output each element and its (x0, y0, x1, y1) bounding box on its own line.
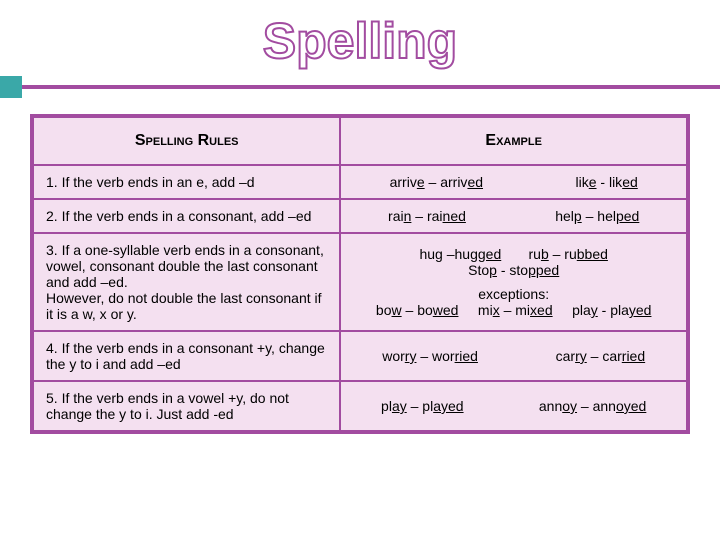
table-row: 3. If a one-syllable verb ends in a cons… (33, 233, 687, 331)
header-rules: Spelling Rules (33, 117, 340, 165)
example-cell: hug –hugged rub – rubbed Stop - stopped … (340, 233, 687, 331)
rule-cell: 1. If the verb ends in an e, add –d (33, 165, 340, 199)
spelling-table: Spelling Rules Example 1. If the verb en… (32, 116, 688, 432)
divider-line (22, 85, 720, 89)
spelling-table-container: Spelling Rules Example 1. If the verb en… (30, 114, 690, 434)
divider (0, 76, 720, 98)
table-row: 1. If the verb ends in an e, add –d arri… (33, 165, 687, 199)
rule-cell: 5. If the verb ends in a vowel +y, do no… (33, 381, 340, 431)
rule-cell: 4. If the verb ends in a consonant +y, c… (33, 331, 340, 381)
rule-cell: 3. If a one-syllable verb ends in a cons… (33, 233, 340, 331)
example-cell: play – played annoy – annoyed (340, 381, 687, 431)
divider-block (0, 76, 22, 98)
example-cell: arrive – arrived like - liked (340, 165, 687, 199)
rule-cell: 2. If the verb ends in a consonant, add … (33, 199, 340, 233)
header-example: Example (340, 117, 687, 165)
example-cell: worry – worried carry – carried (340, 331, 687, 381)
table-row: 2. If the verb ends in a consonant, add … (33, 199, 687, 233)
example-cell: rain – rained help – helped (340, 199, 687, 233)
table-row: 5. If the verb ends in a vowel +y, do no… (33, 381, 687, 431)
table-header-row: Spelling Rules Example (33, 117, 687, 165)
page-title: Spelling (0, 0, 720, 76)
table-row: 4. If the verb ends in a consonant +y, c… (33, 331, 687, 381)
